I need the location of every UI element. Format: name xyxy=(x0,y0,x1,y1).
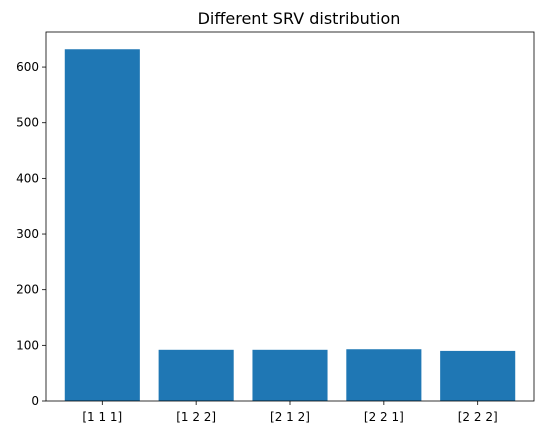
bar-2 xyxy=(252,349,328,401)
chart-title: Different SRV distribution xyxy=(198,9,401,28)
y-tick-label: 500 xyxy=(16,116,39,130)
bar-0 xyxy=(64,49,140,401)
x-tick-label: [1 2 2] xyxy=(176,410,216,424)
bars-layer xyxy=(64,49,516,401)
x-tick-label: [2 2 1] xyxy=(364,410,404,424)
x-tick-label: [2 1 2] xyxy=(270,410,310,424)
x-tick-label: [2 2 2] xyxy=(458,410,498,424)
x-tick-label: [1 1 1] xyxy=(82,410,122,424)
bar-1 xyxy=(158,349,234,401)
y-tick-label: 400 xyxy=(16,171,39,185)
y-tick-label: 100 xyxy=(16,338,39,352)
bar-3 xyxy=(346,349,422,401)
y-tick-label: 200 xyxy=(16,283,39,297)
axes-layer: [1 1 1] [1 2 2] [2 1 2] [2 2 1] [2 2 2] 0 100 2… xyxy=(16,31,535,424)
y-tick-label: 0 xyxy=(31,394,39,408)
bar-4 xyxy=(440,350,516,401)
y-tick-label: 300 xyxy=(16,227,39,241)
y-tick-label: 600 xyxy=(16,60,39,74)
plot-frame xyxy=(45,31,535,402)
